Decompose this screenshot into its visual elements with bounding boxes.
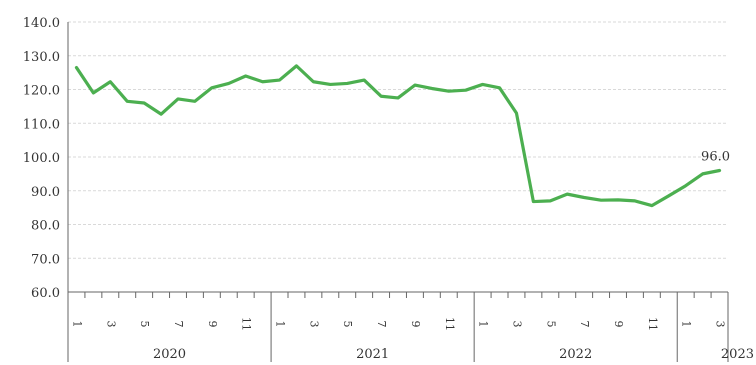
y-tick-label: 120.0 xyxy=(23,84,60,99)
series-layer xyxy=(74,64,722,208)
y-tick-label: 60.0 xyxy=(31,286,60,301)
y-tick-label: 100.0 xyxy=(23,151,60,166)
x-year-label: 2022 xyxy=(559,347,592,362)
x-tick-label: 7 xyxy=(578,321,591,328)
data-label: 96.0 xyxy=(701,150,730,165)
x-year-label: 2021 xyxy=(356,347,389,362)
x-tick-label: 9 xyxy=(612,321,625,328)
x-tick-label: 1 xyxy=(680,321,693,328)
x-tick-label: 11 xyxy=(646,317,659,331)
x-tick-label: 11 xyxy=(240,317,253,331)
y-tick-label: 80.0 xyxy=(31,219,60,234)
x-tick-label: 1 xyxy=(274,321,287,328)
x-tick-label: 11 xyxy=(443,317,456,331)
x-year-label: 2023 xyxy=(721,347,754,362)
x-tick-label: 3 xyxy=(104,321,117,328)
x-tick-label: 1 xyxy=(477,321,490,328)
x-tick-label: 9 xyxy=(409,321,422,328)
y-tick-label: 140.0 xyxy=(23,16,60,31)
x-year-label: 2020 xyxy=(153,347,186,362)
x-tick-label: 1 xyxy=(70,321,83,328)
x-tick-label: 5 xyxy=(138,321,151,328)
annotations: 96.0 xyxy=(701,150,730,165)
x-tick-label: 3 xyxy=(714,321,727,328)
y-tick-label: 90.0 xyxy=(31,185,60,200)
x-tick-label: 7 xyxy=(172,321,185,328)
x-tick-label: 5 xyxy=(544,321,557,328)
x-tick-label: 9 xyxy=(206,321,219,328)
series-line xyxy=(74,64,722,208)
x-tick-label: 3 xyxy=(510,321,523,328)
y-tick-label: 130.0 xyxy=(23,50,60,65)
x-tick-label: 7 xyxy=(375,321,388,328)
gridlines xyxy=(68,21,728,259)
x-tick-label: 3 xyxy=(307,321,320,328)
y-tick-label: 70.0 xyxy=(31,252,60,267)
y-axis: 60.0 70.0 80.0 90.0 100.0 110.0 120.0 130.0 140.… xyxy=(23,16,69,301)
y-tick-label: 110.0 xyxy=(23,117,60,132)
x-tick-label: 5 xyxy=(341,321,354,328)
